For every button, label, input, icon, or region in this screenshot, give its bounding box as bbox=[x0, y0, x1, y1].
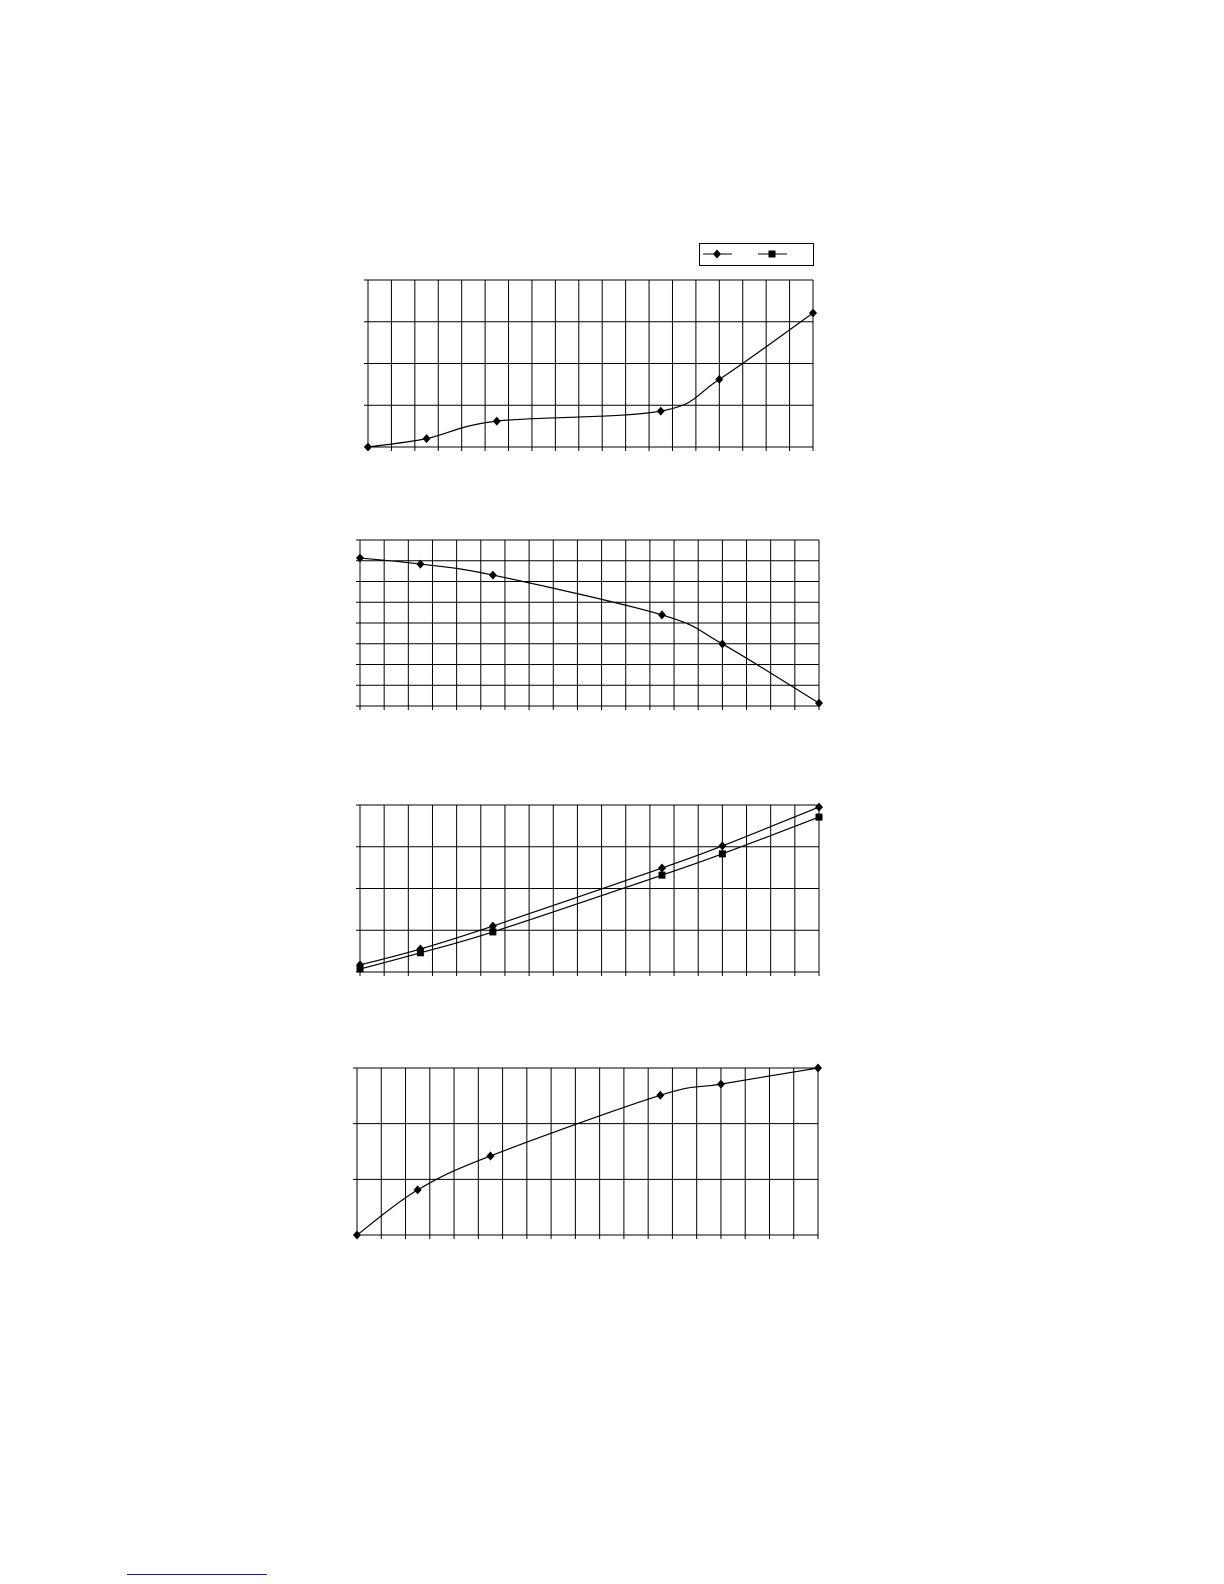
data-point-diamond bbox=[353, 1230, 361, 1240]
chart-3 bbox=[356, 802, 823, 976]
data-point-square bbox=[718, 850, 726, 858]
data-point-diamond bbox=[815, 802, 823, 812]
data-point-diamond bbox=[814, 1063, 822, 1073]
data-point-diamond bbox=[815, 698, 823, 708]
data-point-diamond bbox=[486, 1151, 495, 1161]
data-point-diamond bbox=[413, 1185, 422, 1195]
link-underline[interactable] bbox=[127, 1574, 267, 1575]
chart-2 bbox=[356, 539, 823, 710]
data-point-diamond bbox=[718, 639, 727, 649]
chart-4 bbox=[353, 1063, 822, 1240]
data-point-diamond bbox=[422, 434, 431, 444]
series-line-1 bbox=[367, 312, 814, 448]
data-point-square bbox=[489, 928, 497, 936]
data-point-diamond bbox=[492, 416, 501, 426]
data-point-diamond bbox=[356, 553, 364, 563]
data-point-square bbox=[356, 965, 364, 973]
data-point-square bbox=[416, 949, 424, 957]
data-point-diamond bbox=[488, 921, 497, 931]
series-line-1 bbox=[359, 557, 820, 704]
data-point-diamond bbox=[657, 863, 666, 873]
data-point-diamond bbox=[715, 374, 724, 384]
legend-box bbox=[699, 243, 814, 266]
legend bbox=[699, 243, 814, 266]
data-point-square bbox=[815, 813, 823, 821]
data-point-diamond bbox=[809, 308, 817, 318]
data-point-diamond bbox=[488, 570, 497, 580]
data-point-diamond bbox=[656, 1090, 665, 1100]
data-point-diamond bbox=[657, 610, 666, 620]
data-point-square bbox=[658, 871, 666, 879]
series-line-1 bbox=[359, 806, 820, 966]
data-point-diamond bbox=[656, 406, 665, 416]
series-line-1 bbox=[356, 1067, 819, 1236]
data-point-diamond bbox=[364, 442, 372, 452]
data-point-diamond bbox=[716, 1079, 725, 1089]
data-point-diamond bbox=[416, 559, 425, 569]
chart-1 bbox=[364, 279, 817, 452]
data-point-diamond bbox=[713, 249, 721, 259]
data-point-diamond bbox=[718, 841, 727, 851]
data-point-square bbox=[768, 250, 776, 258]
